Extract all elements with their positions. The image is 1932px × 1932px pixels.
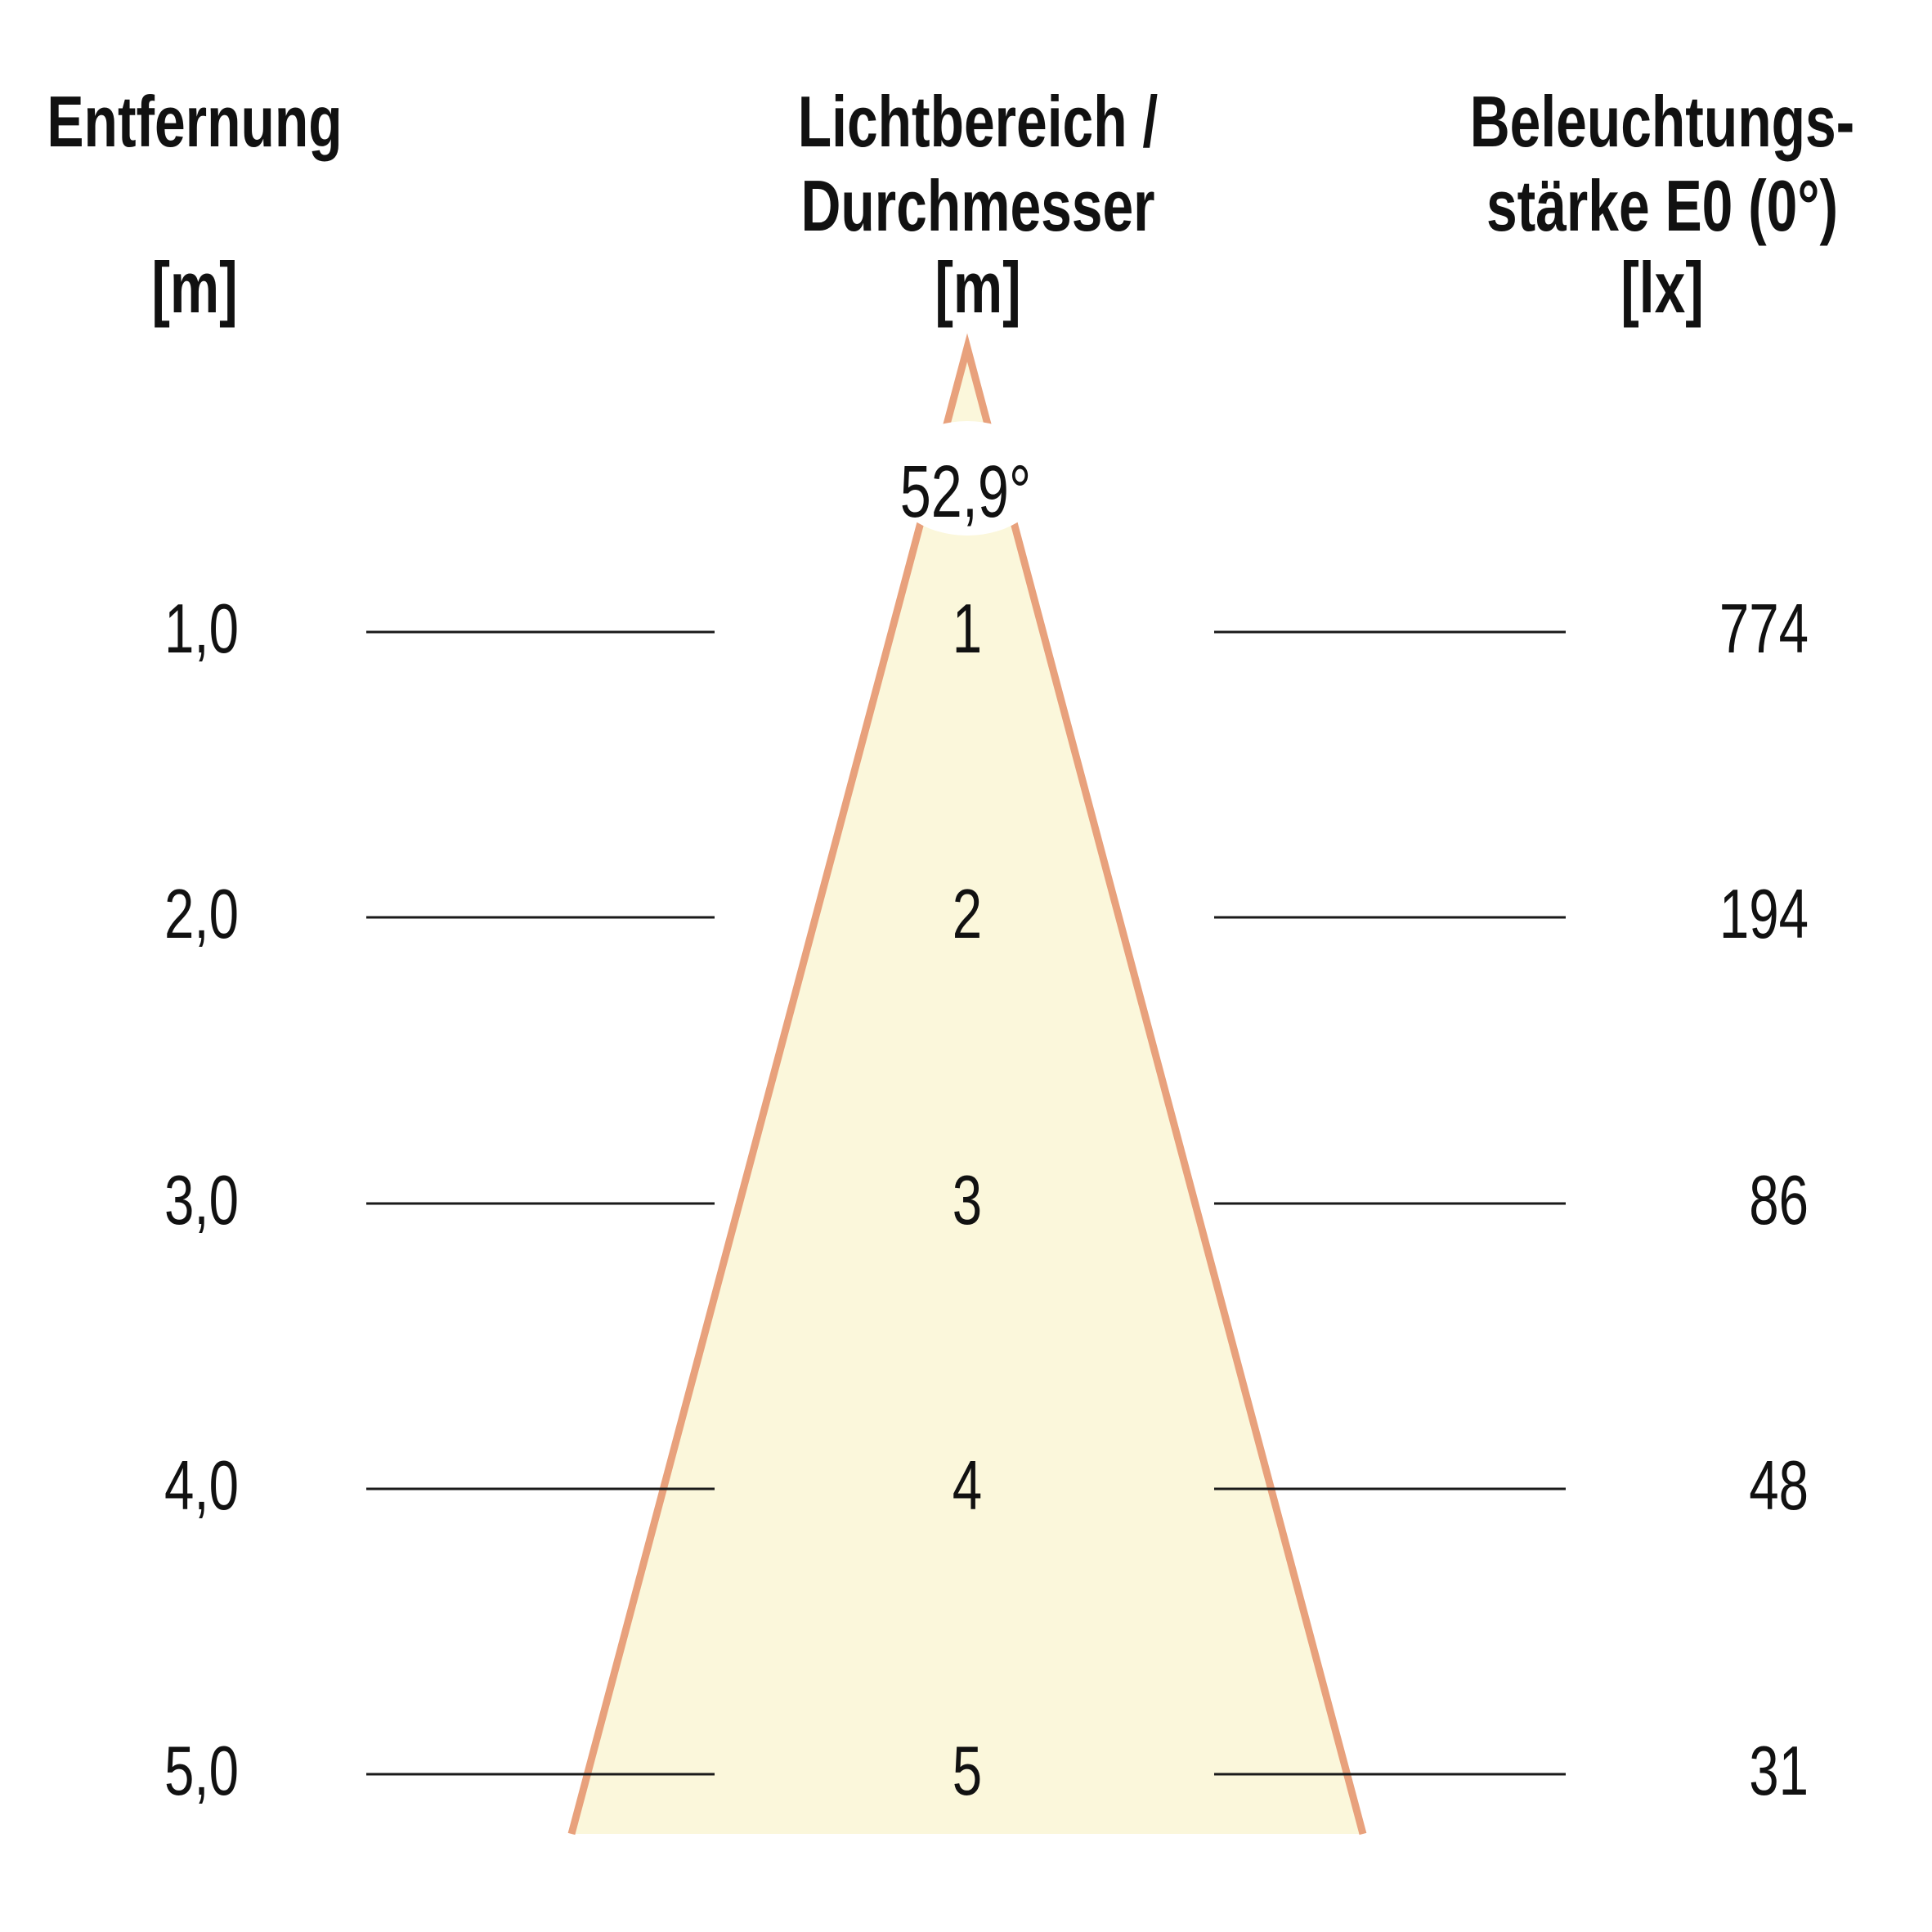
illuminance-value: 194 — [1719, 876, 1809, 953]
beam-angle-label: 52,9° — [900, 451, 1031, 532]
distance-value: 1,0 — [164, 590, 239, 668]
table-row: 2,0 2 194 — [164, 876, 1809, 953]
header-diameter-unit: [m] — [935, 247, 1020, 328]
header-diameter-title-line1: Lichtbereich / — [798, 81, 1159, 162]
diameter-value: 4 — [953, 1447, 982, 1525]
diameter-value: 1 — [953, 590, 982, 668]
header-illuminance-title-line2: stärke E0 (0°) — [1486, 165, 1838, 246]
table-row: 1,0 1 774 — [164, 590, 1809, 668]
distance-value: 5,0 — [164, 1733, 239, 1810]
illuminance-value: 774 — [1719, 590, 1809, 668]
diameter-value: 2 — [953, 876, 982, 953]
distance-value: 3,0 — [164, 1162, 239, 1239]
distance-value: 4,0 — [164, 1447, 239, 1525]
light-cone-shape — [567, 333, 1367, 1836]
header-illuminance-unit: [lx] — [1620, 247, 1704, 328]
diameter-value: 5 — [953, 1733, 982, 1810]
header-distance-title: Entfernung — [47, 81, 342, 162]
beam-angle-halo — [889, 421, 1046, 536]
table-row: 5,0 5 31 — [164, 1733, 1809, 1810]
distance-value: 2,0 — [164, 876, 239, 953]
diameter-value: 3 — [953, 1162, 982, 1239]
table-row: 4,0 4 48 — [164, 1447, 1809, 1525]
illuminance-value: 31 — [1749, 1733, 1809, 1810]
header-illuminance-title-line1: Beleuchtungs- — [1470, 81, 1854, 162]
table-row: 3,0 3 86 — [164, 1162, 1809, 1239]
illuminance-value: 86 — [1749, 1162, 1809, 1239]
header-distance-unit: [m] — [151, 247, 237, 328]
header-diameter-title-line2: Durchmesser — [800, 165, 1154, 246]
illuminance-value: 48 — [1749, 1447, 1809, 1525]
